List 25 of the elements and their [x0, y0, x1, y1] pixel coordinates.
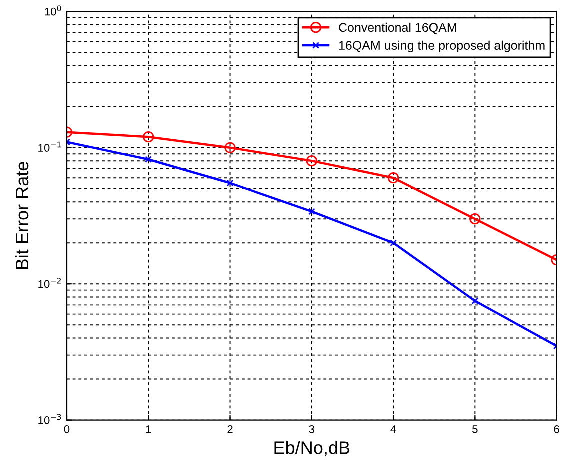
point — [472, 298, 479, 305]
point — [388, 172, 400, 184]
legend-label: Conventional 16QAM — [339, 22, 456, 34]
x-axis-title: Eb/No,dB — [274, 441, 350, 456]
point — [306, 156, 318, 167]
y-axis-title: Bit Error Rate — [15, 162, 29, 270]
x-tick-label: 6 — [554, 425, 560, 434]
legend-label: 16QAM using the proposed algorithm — [339, 40, 545, 52]
point — [224, 142, 236, 154]
x-tick-label: 4 — [390, 426, 396, 434]
x-tick-label: 0 — [64, 425, 70, 434]
x-tick-label: 5 — [472, 426, 478, 434]
point — [390, 240, 398, 247]
x-tick-label: 1 — [146, 426, 152, 434]
point — [308, 208, 316, 216]
point — [470, 214, 481, 225]
y-tick-label: 10$^{−2}$ — [38, 278, 61, 288]
y-tick-label: 10$^{0}$ — [45, 6, 62, 16]
y-tick-label: 10$^{−1}$ — [38, 142, 62, 152]
x-tick-label: 2 — [228, 425, 233, 434]
y-tick-label: 10$^{−3}$ — [38, 414, 62, 424]
point — [143, 132, 154, 143]
x-tick-label: 3 — [309, 425, 315, 434]
point — [145, 156, 152, 164]
point — [226, 180, 234, 187]
